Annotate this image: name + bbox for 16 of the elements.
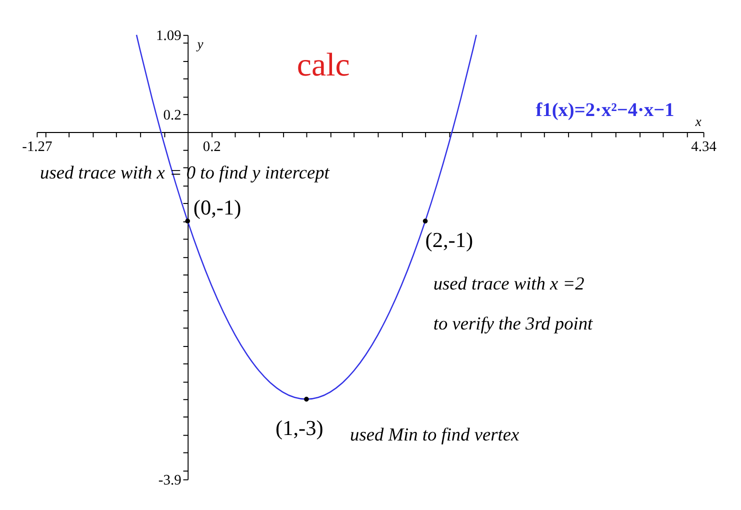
y-tick-label: -3.9 (158, 472, 182, 489)
annotation: (1,-3) (276, 416, 324, 440)
y-tick-label: 1.09 (156, 28, 182, 44)
x-tick-label: -1.27 (22, 138, 52, 155)
y-tick-label: 0.2 (163, 107, 182, 124)
text: f1(x)=2·x²−4·x−1 (536, 100, 674, 122)
x-axis-title: x (694, 114, 702, 130)
annotation: calc (296, 48, 350, 84)
x-tick-label: 0.2 (202, 138, 221, 155)
annotation: used Min to find vertex (350, 424, 520, 445)
annotation: (0,-1) (193, 195, 242, 220)
annotation: (2,-1) (425, 228, 474, 252)
annotation: to verify the 3rd point (433, 314, 594, 334)
annotation: used trace with x =2 (433, 274, 584, 294)
x-tick-label: 4.34 (691, 138, 718, 155)
y-axis-title: y (195, 36, 204, 52)
